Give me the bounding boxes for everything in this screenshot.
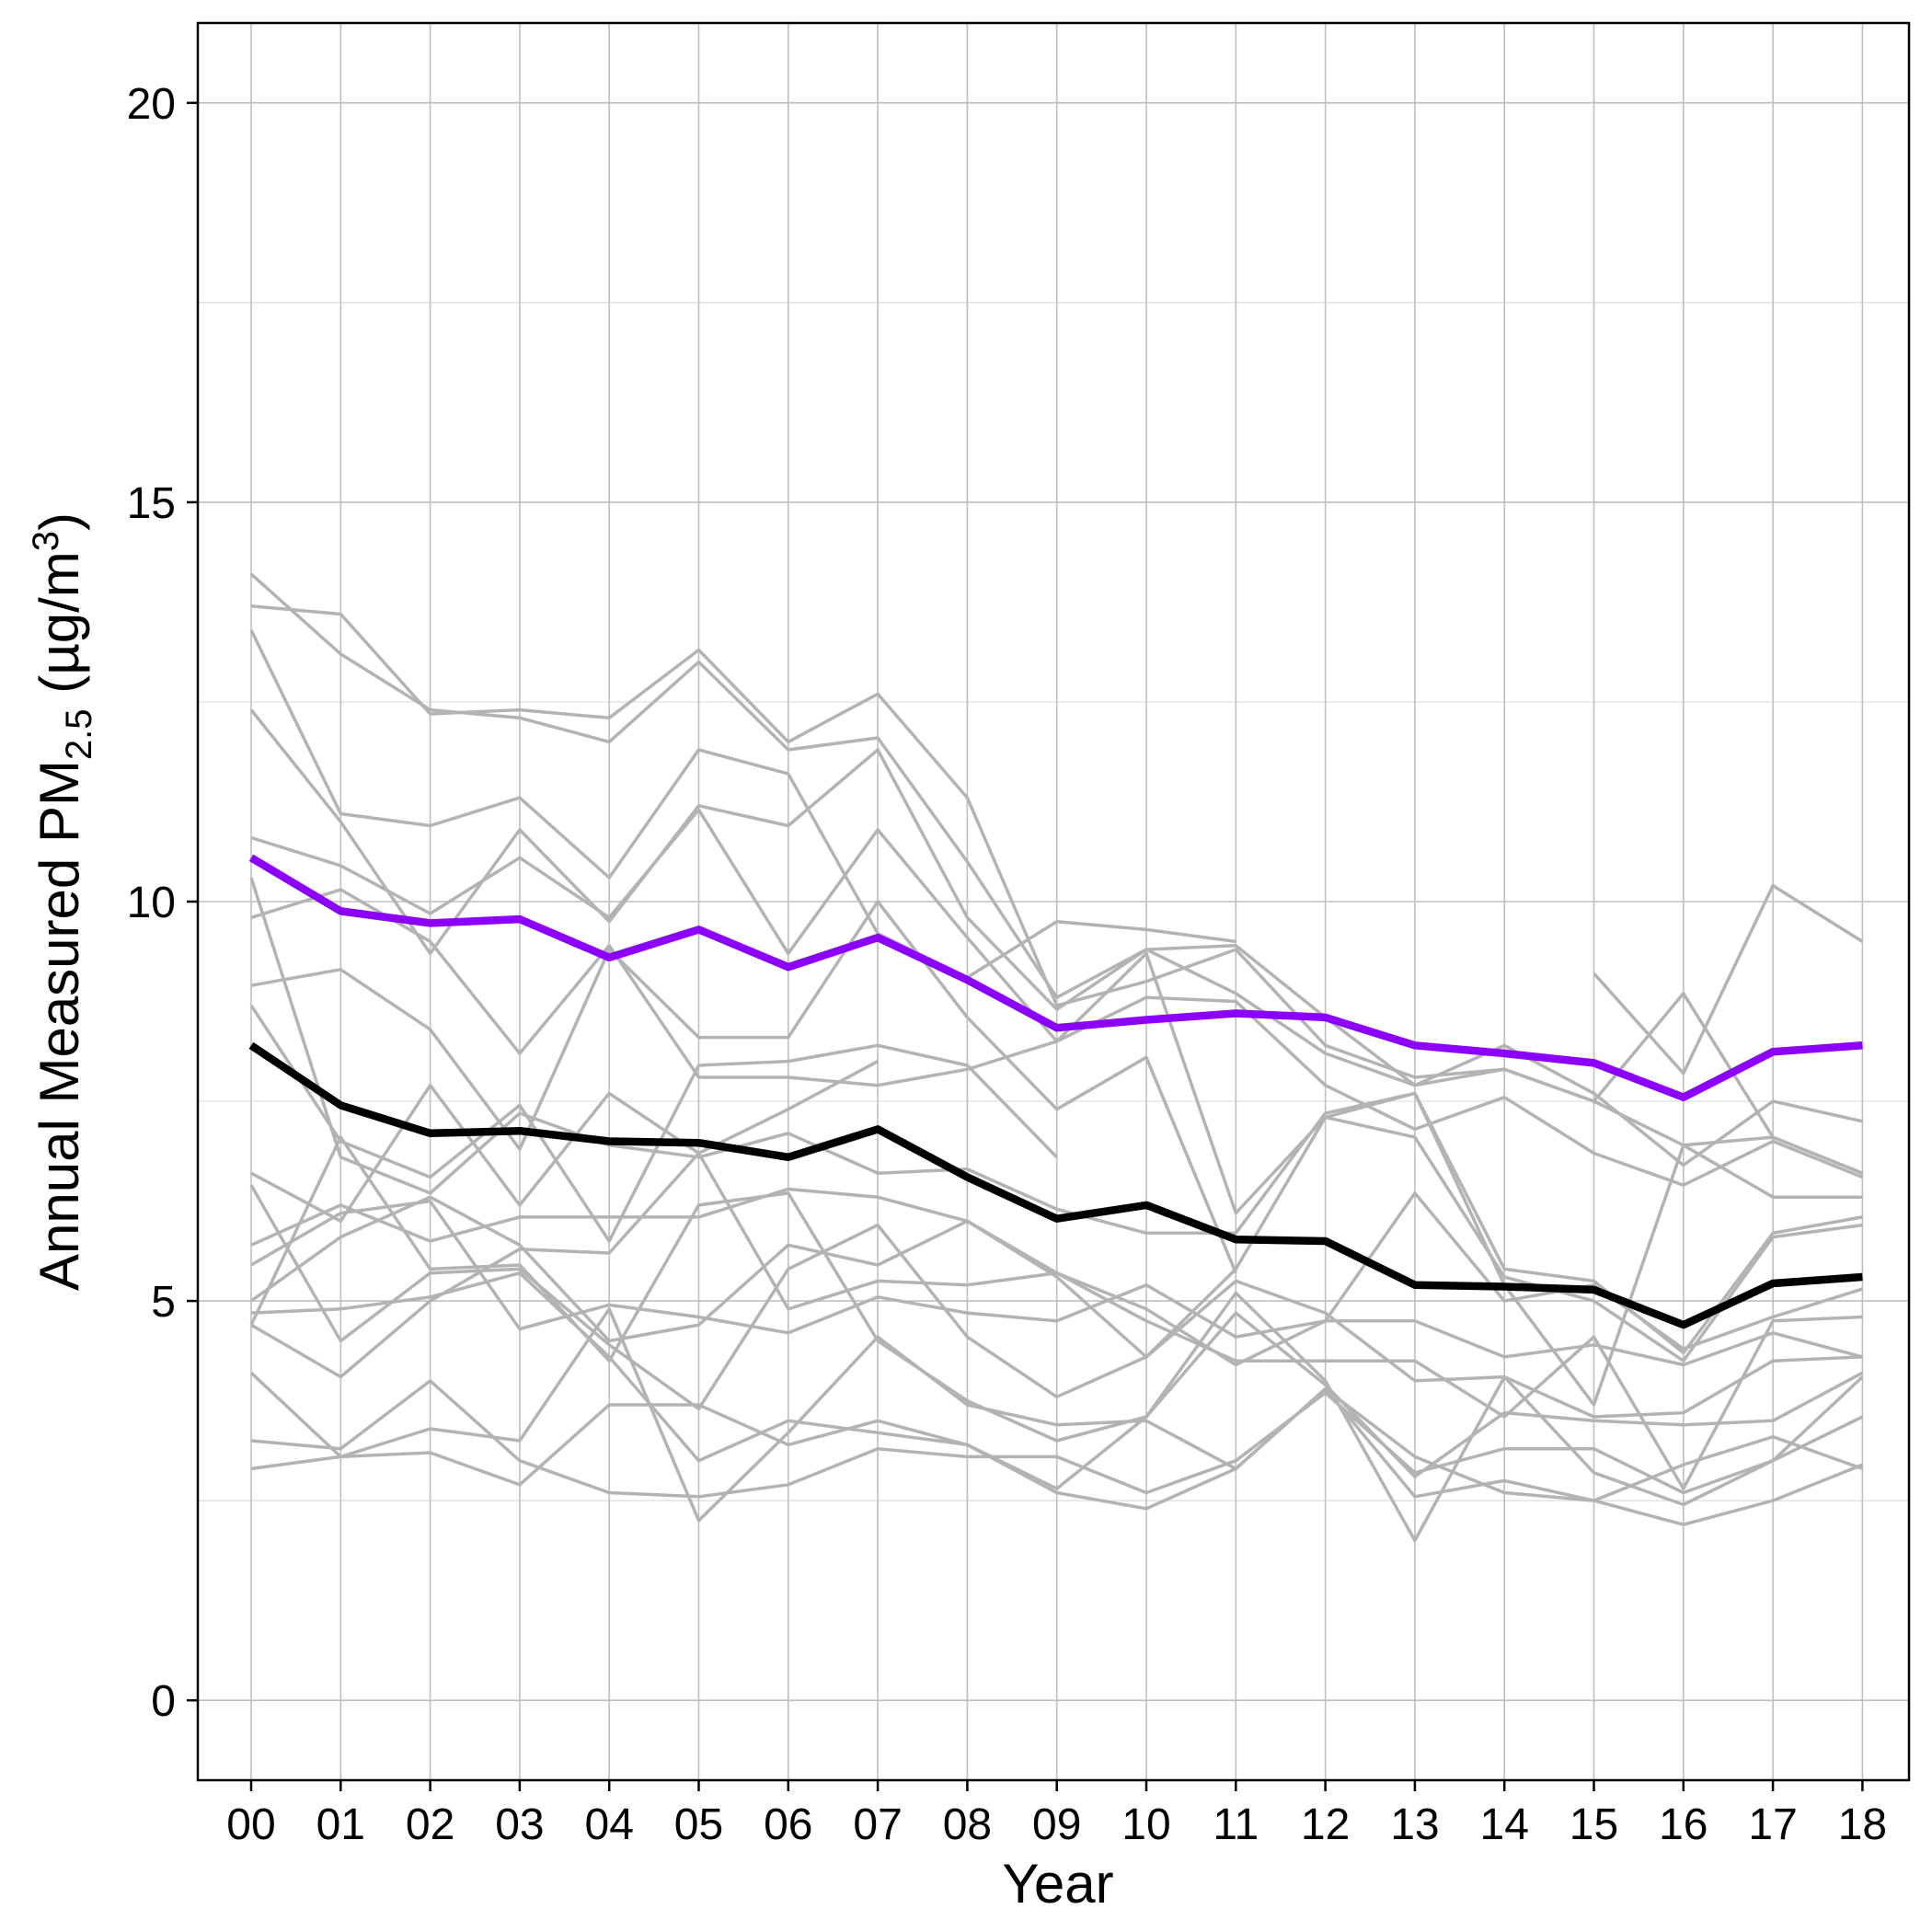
background-series-line — [249, 1195, 1863, 1419]
y-axis-title: Annual Measured PM2.5 (µg/m3) — [26, 512, 99, 1291]
y-axis-title-close: ) — [29, 512, 90, 531]
x-tick-label: 14 — [1480, 1800, 1529, 1849]
background-series-group — [249, 572, 1864, 1543]
y-axis-title-subscript: 2.5 — [59, 708, 99, 760]
background-series-line — [249, 572, 1863, 1167]
background-series-line — [1593, 883, 1864, 1075]
background-series-line — [250, 1060, 879, 1224]
average-series-group — [248, 1041, 1863, 1329]
grid — [198, 23, 1909, 1780]
highlight-series-group — [248, 854, 1863, 1101]
y-axis-title-superscript: 3 — [26, 531, 66, 551]
x-tick-label: 18 — [1838, 1800, 1887, 1849]
y-axis-title-main: Annual Measured PM — [29, 760, 90, 1291]
background-series-line — [249, 1004, 1058, 1243]
background-series-line — [250, 1151, 1863, 1490]
x-tick-label: 04 — [585, 1800, 634, 1849]
background-series-line — [249, 877, 1863, 1355]
x-tick-label: 00 — [226, 1800, 275, 1849]
x-tick-label: 03 — [495, 1800, 544, 1849]
y-tick-label: 15 — [127, 479, 176, 528]
background-series-line — [250, 888, 1863, 1407]
x-tick-label: 08 — [943, 1800, 992, 1849]
background-series-line — [250, 1271, 1864, 1543]
x-tick-label: 07 — [853, 1800, 902, 1849]
background-series-line — [249, 708, 1864, 1175]
x-axis-title: Year — [1002, 1853, 1113, 1915]
average-series-line — [248, 1041, 1863, 1329]
x-tick-label: 11 — [1213, 1800, 1259, 1849]
y-tick-label: 20 — [127, 80, 176, 129]
y-tick-label: 10 — [127, 879, 176, 927]
x-tick-label: 09 — [1032, 1800, 1081, 1849]
background-series-line — [249, 629, 1236, 980]
background-series-line — [249, 1307, 1864, 1526]
highlight-series-line — [248, 854, 1863, 1101]
x-tick-label: 13 — [1390, 1800, 1439, 1849]
background-series-line — [250, 900, 1237, 1274]
x-tick-label: 15 — [1570, 1800, 1618, 1849]
x-tick-label: 17 — [1748, 1800, 1797, 1849]
background-series-line — [250, 1199, 1863, 1367]
background-series-line — [249, 1135, 1864, 1478]
x-tick-label: 16 — [1659, 1800, 1708, 1849]
y-tick-label: 5 — [151, 1278, 176, 1327]
y-tick-label: 0 — [151, 1677, 176, 1726]
x-tick-label: 12 — [1301, 1800, 1350, 1849]
x-tick-label: 01 — [316, 1800, 365, 1849]
background-series-line — [249, 1115, 1863, 1411]
x-tick-label: 05 — [674, 1800, 723, 1849]
x-tick-label: 10 — [1121, 1800, 1170, 1849]
background-series-line — [250, 1379, 1864, 1499]
y-axis-title-unit: (µg/m — [29, 551, 90, 708]
x-tick-label: 06 — [764, 1800, 812, 1849]
x-tick-label: 02 — [406, 1800, 454, 1849]
